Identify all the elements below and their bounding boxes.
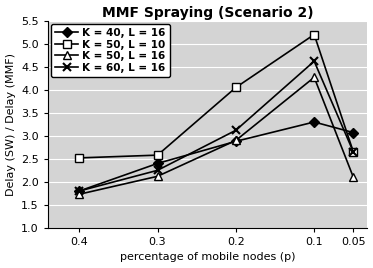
- K = 50, L = 10: [77, 156, 81, 159]
- K = 60, L = 16: [233, 129, 238, 132]
- K = 50, L = 16: [77, 193, 81, 196]
- K = 50, L = 16: [233, 139, 238, 142]
- K = 40, L = 16: [233, 140, 238, 143]
- K = 40, L = 16: [312, 120, 316, 124]
- K = 50, L = 10: [351, 150, 355, 154]
- Y-axis label: Delay (SW) / Delay (MMF): Delay (SW) / Delay (MMF): [6, 53, 16, 196]
- K = 40, L = 16: [77, 189, 81, 193]
- K = 50, L = 10: [233, 86, 238, 89]
- X-axis label: percentage of mobile nodes (p): percentage of mobile nodes (p): [120, 252, 295, 262]
- Title: MMF Spraying (Scenario 2): MMF Spraying (Scenario 2): [102, 6, 313, 20]
- K = 40, L = 16: [155, 162, 160, 165]
- K = 50, L = 16: [312, 76, 316, 79]
- K = 50, L = 16: [155, 175, 160, 178]
- Line: K = 40, L = 16: K = 40, L = 16: [76, 118, 357, 195]
- K = 50, L = 10: [155, 154, 160, 157]
- K = 60, L = 16: [351, 150, 355, 154]
- K = 60, L = 16: [155, 169, 160, 172]
- K = 50, L = 10: [312, 33, 316, 36]
- Line: K = 60, L = 16: K = 60, L = 16: [75, 57, 357, 195]
- Line: K = 50, L = 10: K = 50, L = 10: [75, 30, 357, 162]
- K = 40, L = 16: [351, 131, 355, 134]
- Legend: K = 40, L = 16, K = 50, L = 10, K = 50, L = 16, K = 60, L = 16: K = 40, L = 16, K = 50, L = 10, K = 50, …: [51, 24, 170, 77]
- Line: K = 50, L = 16: K = 50, L = 16: [75, 73, 357, 198]
- K = 60, L = 16: [312, 59, 316, 63]
- K = 60, L = 16: [77, 189, 81, 193]
- K = 50, L = 16: [351, 176, 355, 179]
